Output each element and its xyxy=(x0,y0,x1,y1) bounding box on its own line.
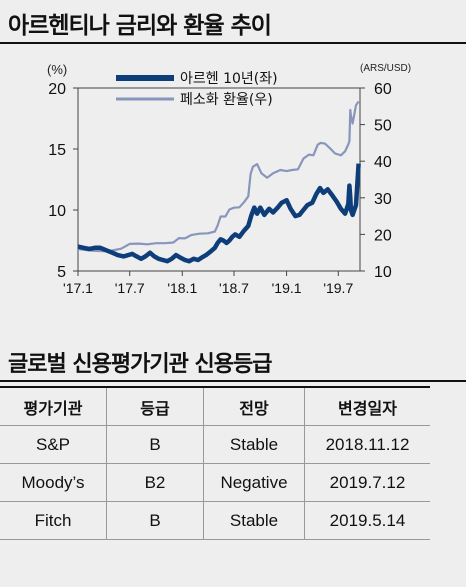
series-line-argentina-10y xyxy=(77,163,361,264)
x-tick-label: '19.7 xyxy=(323,280,353,296)
right-axis: 10 20 30 40 50 60 xyxy=(360,81,392,281)
right-axis-unit: (ARS/USD) xyxy=(360,63,411,74)
table-title: 글로벌 신용평가기관 신용등급 xyxy=(8,352,272,377)
left-tick-label: 20 xyxy=(48,81,66,98)
cell-agency: S&P xyxy=(0,425,107,464)
plot-frame xyxy=(77,87,361,272)
legend-label-fx: 페소화 환율(우) xyxy=(180,92,273,108)
table-row: S&P B Stable 2018.11.12 xyxy=(0,425,430,464)
cell-outlook: Stable xyxy=(203,501,305,540)
left-tick-label: 10 xyxy=(48,203,66,220)
cell-rating: B xyxy=(106,425,204,464)
x-tick-label: '19.1 xyxy=(272,280,302,296)
cell-agency: Moody’s xyxy=(0,463,107,502)
table-row: Fitch B Stable 2019.5.14 xyxy=(0,501,430,540)
right-tick-label: 20 xyxy=(374,227,392,244)
table-row: Moody’s B2 Negative 2019.7.12 xyxy=(0,463,430,502)
x-tick-label: '17.1 xyxy=(63,280,93,296)
legend-label-rate: 아르헨 10년(좌) xyxy=(180,71,278,87)
x-tick-label: '17.7 xyxy=(115,280,145,296)
cell-date: 2019.5.14 xyxy=(304,501,430,540)
series-line-fx-rate xyxy=(77,100,360,253)
x-tick-label: '18.7 xyxy=(219,280,249,296)
right-tick-label: 40 xyxy=(374,154,392,171)
header-rating: 등급 xyxy=(106,386,204,426)
page-title: 아르헨티나 금리와 환율 추이 xyxy=(8,13,272,39)
right-tick-label: 50 xyxy=(374,118,392,135)
cell-rating: B xyxy=(106,501,204,540)
right-tick-label: 60 xyxy=(374,81,392,98)
cell-outlook: Negative xyxy=(203,463,305,502)
header-agency: 평가기관 xyxy=(0,386,107,426)
table-divider xyxy=(0,380,466,382)
cell-date: 2018.11.12 xyxy=(304,425,430,464)
x-tick-label: '18.1 xyxy=(167,280,197,296)
cell-agency: Fitch xyxy=(0,501,107,540)
left-axis: 5 10 15 20 xyxy=(48,81,78,281)
left-axis-unit: (%) xyxy=(47,62,67,77)
cell-rating: B2 xyxy=(106,463,204,502)
right-tick-label: 30 xyxy=(374,191,392,208)
line-chart: (%) (ARS/USD) 5 10 15 20 10 20 30 40 50 60 '17.1… xyxy=(47,62,411,296)
credit-rating-table: 평가기관 등급 전망 변경일자 S&P B Stable 2018.11.12 … xyxy=(0,386,430,540)
title-divider xyxy=(0,42,466,44)
header-date: 변경일자 xyxy=(304,386,430,426)
cell-outlook: Stable xyxy=(203,425,305,464)
table-header-row: 평가기관 등급 전망 변경일자 xyxy=(0,386,430,426)
cell-date: 2019.7.12 xyxy=(304,463,430,502)
x-axis: '17.1 '17.7 '18.1 '18.7 '19.1 '19.7 xyxy=(63,271,353,296)
header-outlook: 전망 xyxy=(203,386,305,426)
right-tick-label: 10 xyxy=(374,264,392,281)
left-tick-label: 15 xyxy=(48,142,66,159)
left-tick-label: 5 xyxy=(57,264,66,281)
